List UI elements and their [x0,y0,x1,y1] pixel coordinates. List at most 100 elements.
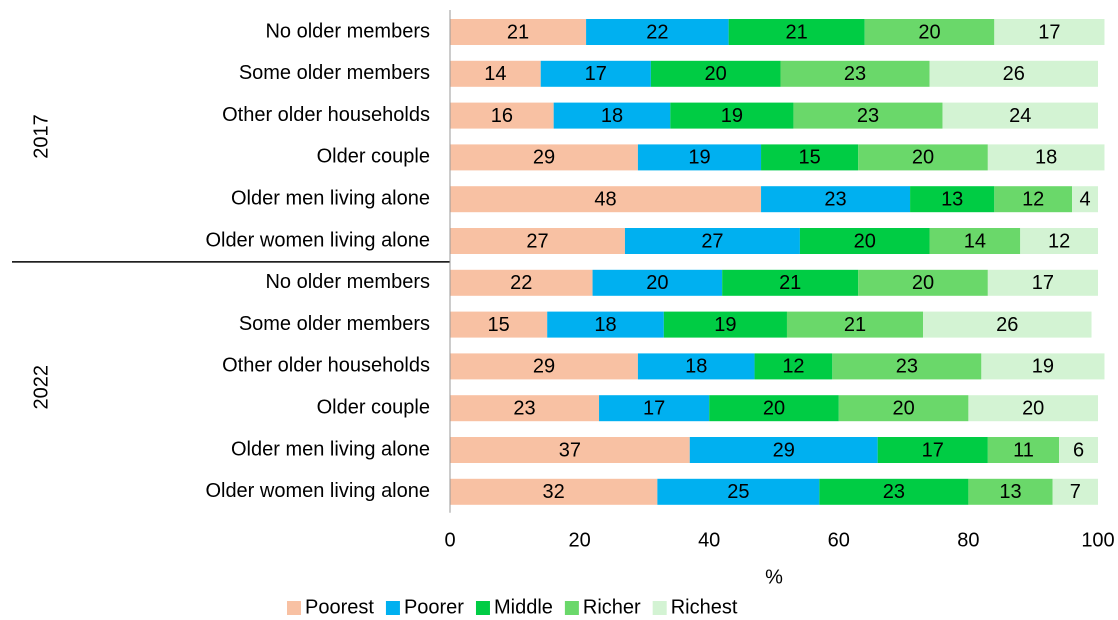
bar-segment [923,311,1092,338]
data-label: 21 [779,272,801,294]
x-tick-label: 40 [698,529,720,551]
bar-segment [450,395,600,422]
data-label: 19 [1032,356,1054,378]
data-label: 12 [782,356,804,378]
bar-segment [624,228,800,254]
data-label: 20 [912,272,934,294]
data-label: 15 [799,147,821,169]
data-label: 18 [601,105,623,127]
bar-segment [968,478,1053,505]
bar-segment [637,144,762,171]
data-label: 19 [714,314,736,336]
data-label: 23 [857,105,879,127]
bar-segment [650,60,781,87]
bar-segment [858,269,988,296]
legend-label: Poorer [404,596,464,618]
data-label: 12 [1022,188,1044,210]
data-label: 14 [964,230,986,252]
bar-segment [780,60,930,87]
bar-segment [450,228,625,254]
bar-segment [547,311,664,338]
bar-segment [968,395,1098,422]
bar-segment [450,353,638,380]
category-label: No older members [265,20,430,42]
data-label: 37 [559,439,581,461]
bar-segment [1059,437,1098,463]
bar-segment [761,144,859,171]
bar-segment [637,353,755,380]
legend-label: Richest [671,596,738,618]
category-label: No older members [265,271,430,293]
bar-segment [877,437,988,463]
bar-segment [663,311,787,338]
legend-swatch [385,601,400,615]
group-label: 2017 [30,114,52,159]
bar-segment [929,60,1098,87]
bar-segment [450,269,593,296]
data-label: 17 [585,63,607,85]
data-label: 29 [533,356,555,378]
bar-segment [1052,478,1098,505]
x-axis-label: % [765,566,783,588]
data-label: 21 [786,21,808,43]
data-label: 20 [705,63,727,85]
bar-segment [1072,186,1098,213]
data-label: 11 [1013,439,1034,461]
data-label: 19 [721,105,743,127]
bar-segment [599,395,710,422]
bar-segment [450,102,554,129]
bar-segment [994,19,1105,45]
bar-segment [709,395,839,422]
data-label: 27 [701,230,723,252]
data-label: 29 [773,439,795,461]
category-label: Older couple [317,396,430,418]
data-label: 20 [912,147,934,169]
data-label: 21 [844,314,866,336]
data-label: 6 [1073,439,1084,461]
bar-segment [793,102,943,129]
bar-segment [981,353,1105,380]
bar-segment [450,478,658,505]
data-label: 13 [941,188,963,210]
x-tick-label: 60 [828,529,850,551]
bar-segment [987,144,1105,171]
bar-segment [1020,228,1098,254]
data-label: 23 [824,188,846,210]
legend-swatch [652,601,667,615]
category-label: Older women living alone [205,229,430,251]
data-label: 48 [594,188,616,210]
legend-label: Richer [583,596,641,618]
bar-segment [910,186,995,213]
bar-segment [450,186,762,213]
data-label: 23 [883,481,905,503]
group-label: 2022 [30,365,52,410]
bar-segment [670,102,794,129]
bar-segment [858,144,988,171]
bar-segment [838,395,969,422]
data-label: 22 [510,272,532,294]
category-label: Older couple [317,146,430,168]
category-label: Some older members [239,62,430,84]
data-label: 32 [543,481,565,503]
category-label: Older men living alone [231,438,430,460]
data-label: 23 [513,397,535,419]
bar-segment [689,437,878,463]
data-label: 15 [487,314,509,336]
category-label: Some older members [239,313,430,335]
data-label: 24 [1009,105,1031,127]
legend-label: Middle [494,596,553,618]
data-label: 20 [1022,397,1044,419]
data-label: 29 [533,147,555,169]
data-label: 18 [594,314,616,336]
legend-swatch [287,601,301,615]
bar-segment [819,478,969,505]
data-label: 26 [996,314,1018,336]
category-label: Other older households [222,104,430,126]
bar-segment [728,19,865,45]
data-label: 17 [643,397,665,419]
data-label: 20 [892,397,914,419]
bar-segment [553,102,671,129]
category-label: Older women living alone [205,480,430,502]
category-label: Older men living alone [231,187,430,209]
